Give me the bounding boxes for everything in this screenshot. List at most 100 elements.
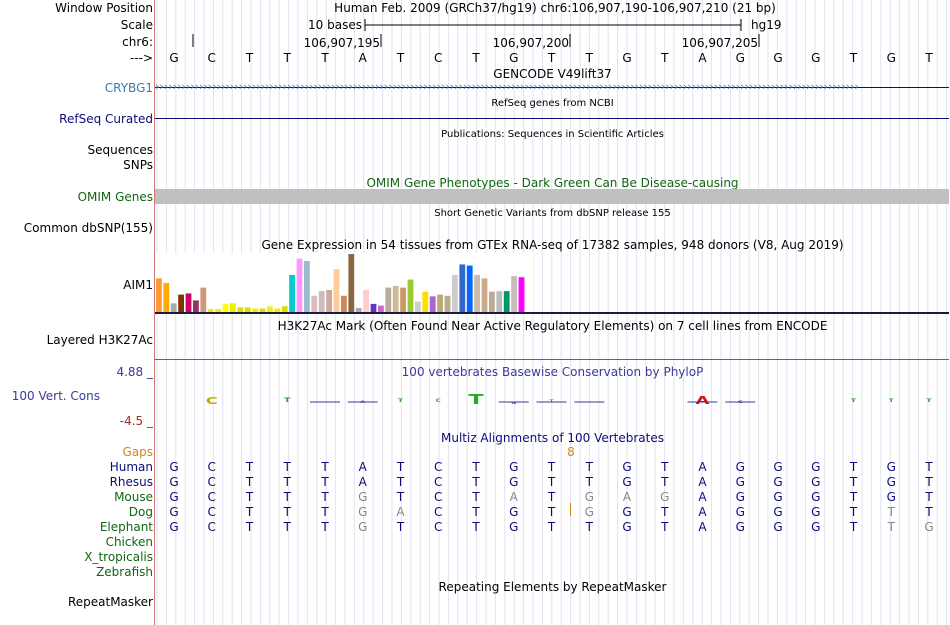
gtex-tissue-bar[interactable] <box>407 279 414 312</box>
alignment-base: A <box>698 475 707 489</box>
gtex-tissue-bar[interactable] <box>207 309 214 312</box>
species-label-dog[interactable]: Dog <box>128 505 153 519</box>
gtex-tissue-bar[interactable] <box>489 291 495 312</box>
species-label-rhesus[interactable]: Rhesus <box>109 475 153 489</box>
phylop-glyph: T <box>926 398 932 404</box>
gtex-tissue-bar[interactable] <box>385 287 392 312</box>
gtex-tissue-bar[interactable] <box>200 287 207 312</box>
snps-label[interactable]: SNPs <box>123 158 153 172</box>
gtex-gene-label[interactable]: AIM1 <box>123 278 153 292</box>
phylop-glyph: T <box>284 396 291 403</box>
repeatmasker-label[interactable]: RepeatMasker <box>67 595 153 609</box>
gtex-tissue-bar[interactable] <box>429 296 436 312</box>
alignment-base: G <box>735 460 745 474</box>
alignment-base: A <box>509 490 518 504</box>
gtex-tissue-bar[interactable] <box>318 291 325 312</box>
gtex-tissue-bar[interactable] <box>244 307 251 312</box>
species-label-zebrafish[interactable]: Zebrafish <box>96 565 153 579</box>
gtex-tissue-bar[interactable] <box>296 258 303 312</box>
gtex-tissue-bar[interactable] <box>474 274 480 312</box>
alignment-base: G <box>811 520 821 534</box>
gtex-tissue-bar[interactable] <box>400 287 406 312</box>
alignment-base: C <box>434 505 443 519</box>
gtex-tissue-bar[interactable] <box>281 306 288 312</box>
gtex-tissue-bar[interactable] <box>348 254 355 312</box>
gtex-tissue-bar[interactable] <box>311 295 318 312</box>
gtex-tissue-bar[interactable] <box>452 274 458 312</box>
scale-bar <box>364 19 742 31</box>
gtex-tissue-bar[interactable] <box>215 309 221 312</box>
alignment-base: G <box>811 460 821 474</box>
gtex-tissue-bar[interactable] <box>363 289 369 312</box>
ref-base: T <box>585 51 593 65</box>
layered-h3k27ac-label[interactable]: Layered H3K27Ac <box>46 333 153 347</box>
ref-base: C <box>207 51 216 65</box>
gtex-tissue-bar[interactable] <box>341 295 347 312</box>
gtex-tissue-bar[interactable] <box>333 269 340 312</box>
alignment-base: T <box>321 475 329 489</box>
refseq-curated-label[interactable]: RefSeq Curated <box>59 112 153 126</box>
gtex-tissue-bar[interactable] <box>422 291 429 312</box>
gtex-tissue-bar[interactable] <box>274 308 281 312</box>
strand-label: ---> <box>129 51 153 65</box>
gtex-tissue-bar[interactable] <box>370 303 377 312</box>
gtex-tissue-bar[interactable] <box>222 303 229 312</box>
gtex-tissue-bar[interactable] <box>230 303 236 312</box>
gtex-tissue-bar[interactable] <box>156 278 162 312</box>
gene-crybg1-line[interactable] <box>155 87 949 88</box>
gtex-tissue-bar[interactable] <box>378 305 384 312</box>
species-label-human[interactable]: Human <box>109 460 153 474</box>
gtex-tissue-bar[interactable] <box>289 274 295 312</box>
gtex-tissue-bar[interactable] <box>415 301 421 312</box>
sequences-label[interactable]: Sequences <box>87 143 153 157</box>
gtex-tissue-bar[interactable] <box>163 283 170 312</box>
alignment-base: T <box>396 460 405 474</box>
gtex-tissue-bar[interactable] <box>267 306 273 312</box>
gtex-tissue-bar[interactable] <box>355 307 362 312</box>
alignment-base: G <box>735 490 745 504</box>
species-label-elephant[interactable]: Elephant <box>99 520 153 534</box>
gtex-tissue-bar[interactable] <box>518 277 525 312</box>
gtex-tissue-bar[interactable] <box>259 308 266 312</box>
alignment-base: C <box>434 460 443 474</box>
alignment-base: T <box>887 505 895 519</box>
alignment-base: G <box>773 460 783 474</box>
alignment-base: G <box>773 490 783 504</box>
omim-genes-label[interactable]: OMIM Genes <box>77 190 153 204</box>
alignment-base: T <box>925 460 933 474</box>
ref-base: T <box>283 51 291 65</box>
gtex-tissue-bar[interactable] <box>437 294 443 312</box>
gtex-tissue-bar[interactable] <box>496 291 503 312</box>
gtex-tissue-bar[interactable] <box>481 278 488 312</box>
gene-crybg1-label[interactable]: CRYBG1 <box>104 81 153 95</box>
alignment-base: A <box>698 520 707 534</box>
gtex-tissue-bar[interactable] <box>326 289 332 312</box>
gtex-tissue-bar[interactable] <box>392 285 399 312</box>
omim-gene-bar[interactable] <box>155 189 949 204</box>
gtex-tissue-bar[interactable] <box>252 308 258 312</box>
multiz-title: Multiz Alignments of 100 Vertebrates <box>440 431 665 445</box>
refseq-gene-line[interactable] <box>155 118 949 119</box>
gtex-tissue-bar[interactable] <box>503 291 510 312</box>
gtex-tissue-bar[interactable] <box>178 294 184 312</box>
gtex-tissue-bar[interactable] <box>193 300 199 312</box>
species-label-mouse[interactable]: Mouse <box>114 490 153 504</box>
gtex-tissue-bar[interactable] <box>444 295 451 312</box>
ref-base: T <box>472 51 480 65</box>
gtex-tissue-bar[interactable] <box>170 303 177 312</box>
gtex-tissue-bar[interactable] <box>466 265 473 312</box>
species-label-x_tropicalis[interactable]: X_tropicalis <box>84 550 153 564</box>
gtex-chart[interactable] <box>155 252 535 313</box>
alignment-base: T <box>849 490 858 504</box>
gtex-tissue-bar[interactable] <box>185 293 192 312</box>
alignment-base: C <box>207 505 216 519</box>
phylop-track-label[interactable]: 100 Vert. Cons <box>11 389 100 403</box>
gtex-tissue-bar[interactable] <box>459 264 466 312</box>
gtex-tissue-bar[interactable] <box>237 307 244 312</box>
species-label-chicken[interactable]: Chicken <box>105 535 153 549</box>
gtex-tissue-bar[interactable] <box>304 260 310 312</box>
common-dbsnp-label[interactable]: Common dbSNP(155) <box>23 221 153 235</box>
gtex-tissue-bar[interactable] <box>511 276 517 312</box>
alignment-base: G <box>735 520 745 534</box>
gaps-label[interactable]: Gaps <box>122 445 153 459</box>
